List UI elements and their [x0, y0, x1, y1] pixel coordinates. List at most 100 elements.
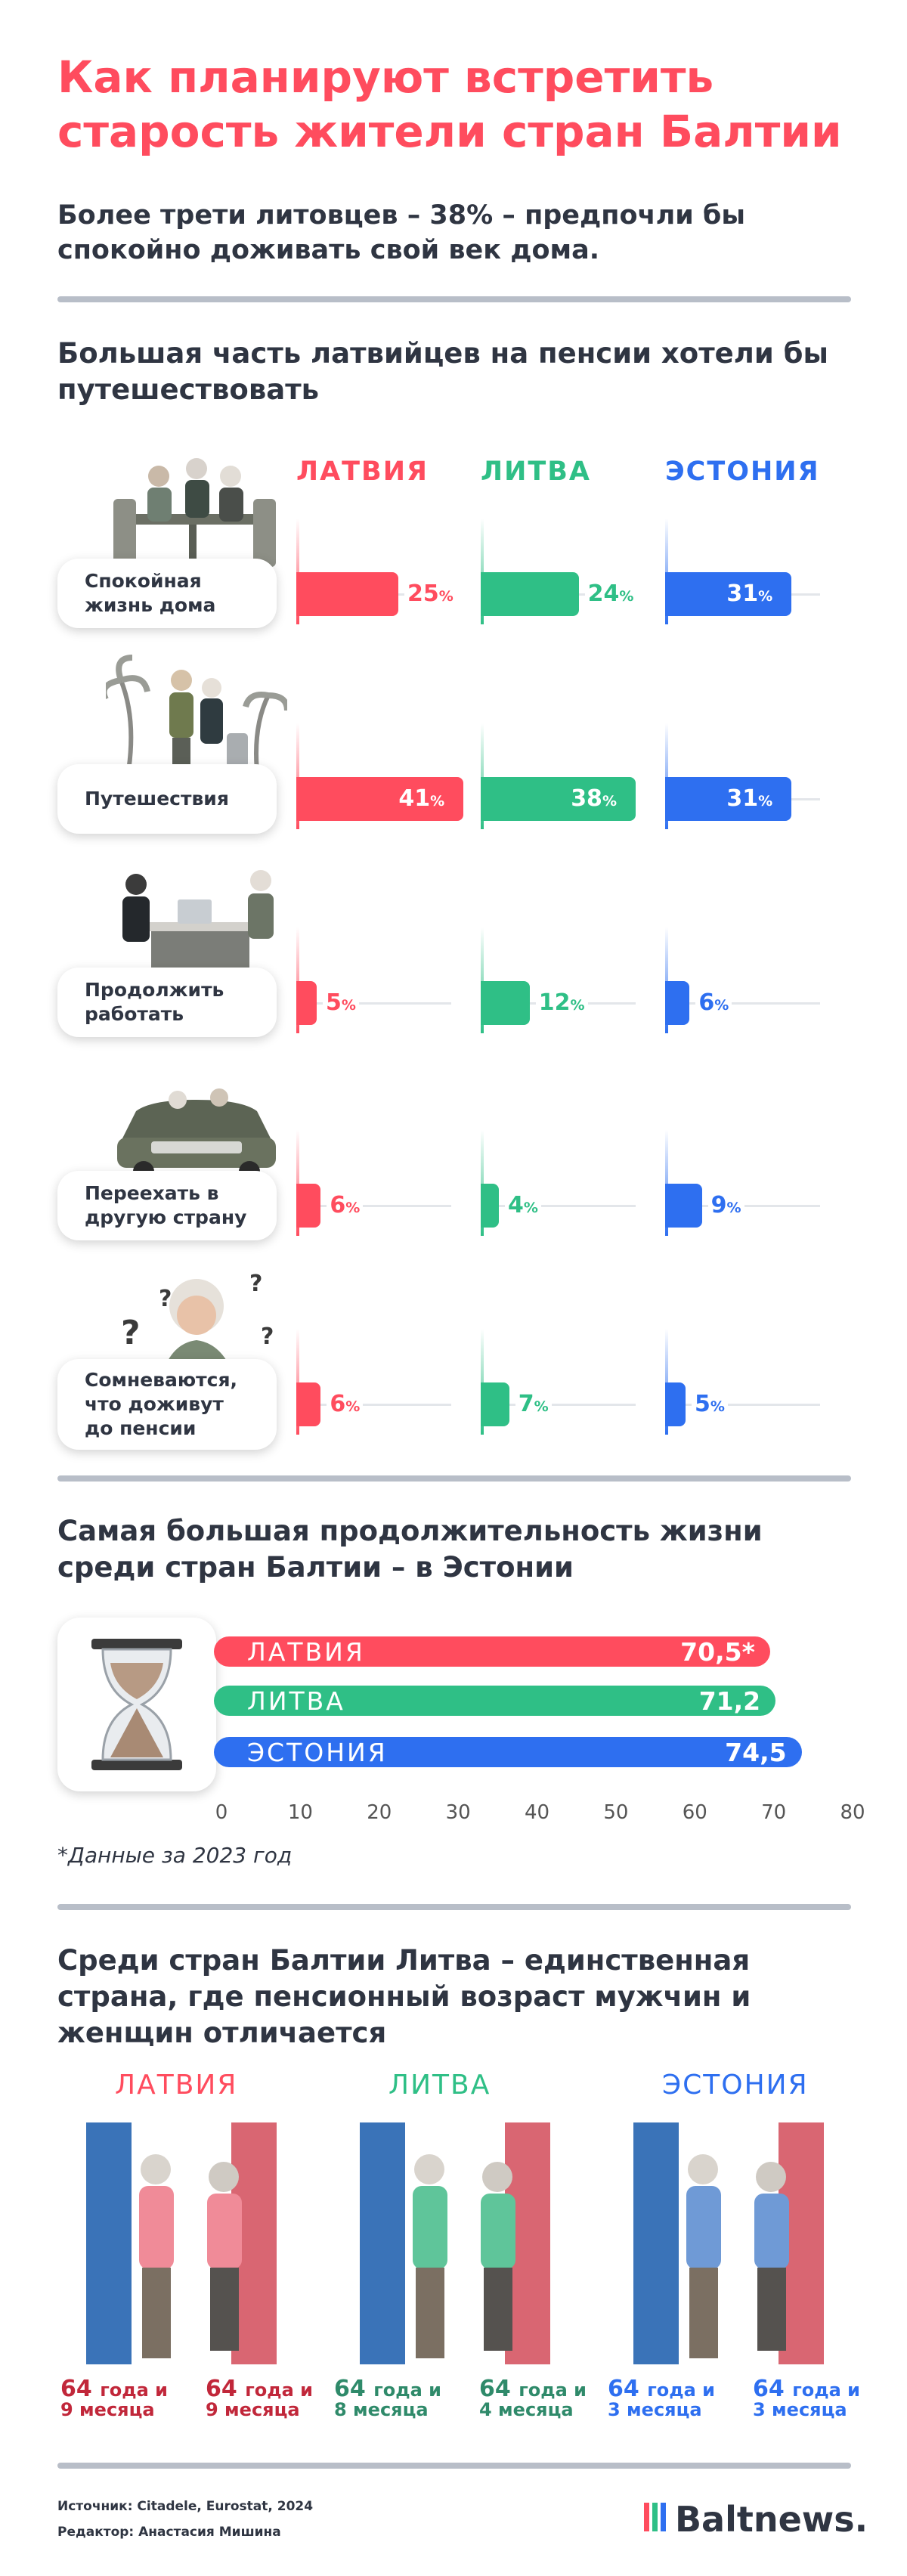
category-label-home: Спокойная жизнь дома — [57, 559, 277, 628]
axis-tick-label: 0 — [215, 1801, 228, 1824]
bar-track — [296, 1205, 451, 1207]
axis-tick-label: 70 — [761, 1801, 787, 1824]
bar-value-label: 6% — [695, 981, 732, 1027]
bar-axis-line — [665, 723, 668, 829]
female-pension-months: 3 месяца — [753, 2399, 847, 2420]
male-pension-years: 64 — [608, 2376, 648, 2402]
bar-track — [481, 1404, 636, 1406]
bar-value-label: 5% — [323, 981, 359, 1027]
bar-1-2 — [481, 981, 530, 1025]
life-bar: ЛАТВИЯ 70,5* — [214, 1636, 770, 1667]
life-bar-value: 74,5 — [725, 1737, 787, 1767]
bar-value-label: 6% — [327, 1382, 364, 1429]
bar-track — [665, 1404, 820, 1406]
bar-value-label: 12% — [535, 981, 588, 1027]
life-bar-country: ЛАТВИЯ — [247, 1636, 365, 1667]
bar-axis-line — [296, 1329, 299, 1435]
bar-2-0 — [665, 572, 792, 616]
category-label-move: Переехать в другую страну — [57, 1171, 277, 1240]
bar-axis-line — [481, 1329, 484, 1435]
male-age-column — [633, 2122, 679, 2364]
life-bar: ЛИТВА 71,2 — [214, 1686, 776, 1716]
svg-text:?: ? — [249, 1271, 262, 1297]
logo-stripes-icon — [644, 2499, 669, 2540]
bar-1-1 — [481, 777, 636, 821]
female-pension-text: года и — [792, 2379, 860, 2401]
bar-axis-line — [296, 927, 299, 1033]
bar-0-3 — [296, 1184, 321, 1228]
bar-value-label: 4% — [505, 1184, 541, 1230]
bar-0-0 — [296, 572, 398, 616]
bar-value-label: 24% — [584, 572, 637, 618]
col-header-estonia: ЭСТОНИЯ — [665, 457, 820, 487]
axis-tick-label: 60 — [682, 1801, 707, 1824]
bar-value-label: 6% — [327, 1184, 364, 1230]
separator — [57, 1475, 851, 1482]
bar-value-label: 9% — [707, 1184, 744, 1230]
male-pension-years: 64 — [334, 2376, 374, 2402]
section-title-goals: Большая часть латвийцев на пенсии хотели… — [57, 337, 828, 406]
travel-illustration — [106, 655, 287, 772]
female-pension-years: 64 — [479, 2376, 519, 2402]
male-pension-text: года и — [647, 2379, 715, 2401]
bar-0-1 — [296, 777, 464, 821]
logo-text: Baltnews. — [675, 2499, 868, 2540]
bar-2-3 — [665, 1184, 702, 1228]
male-pension-years: 64 — [60, 2376, 101, 2402]
category-label-work: Продолжить работать — [57, 968, 277, 1037]
bar-axis-line — [296, 1130, 299, 1236]
bar-axis-line — [481, 519, 484, 624]
editor-text: Редактор: Анастасия Мишина — [57, 2525, 281, 2540]
male-pension-text: года и — [373, 2379, 441, 2401]
bar-2-1 — [665, 777, 792, 821]
life-bar: ЭСТОНИЯ 74,5 — [214, 1737, 802, 1767]
bar-1-3 — [481, 1184, 499, 1228]
female-pension-months: 4 месяца — [479, 2399, 574, 2420]
hourglass-card — [57, 1618, 216, 1791]
axis-tick-label: 10 — [287, 1801, 313, 1824]
axis-tick-label: 20 — [367, 1801, 392, 1824]
page-subtitle: Более трети литовцев – 38% – предпочли б… — [57, 200, 745, 265]
category-label-travel: Путешествия — [57, 764, 277, 834]
female-pension-years: 64 — [206, 2376, 246, 2402]
page-title: Как планируют встретить старость жители … — [57, 51, 842, 157]
female-pension-text: года и — [245, 2379, 313, 2401]
svg-text:?: ? — [159, 1286, 172, 1312]
bar-value-label: 31% — [726, 581, 773, 607]
bar-1-0 — [481, 572, 579, 616]
hourglass-icon — [91, 1639, 182, 1770]
bar-track — [665, 1002, 820, 1005]
bar-axis-line — [665, 1130, 668, 1236]
separator — [57, 2463, 851, 2469]
life-bar-country: ЛИТВА — [247, 1686, 345, 1716]
axis-tick-label: 50 — [603, 1801, 629, 1824]
bar-track — [296, 1002, 451, 1005]
elderly-couple-icon — [413, 2154, 515, 2358]
bar-axis-line — [481, 927, 484, 1033]
bar-value-label: 38% — [571, 785, 617, 812]
pension-country-title: ЛИТВА — [388, 2070, 491, 2101]
female-pension-months: 9 месяца — [206, 2399, 300, 2420]
bar-value-label: 31% — [726, 785, 773, 812]
section-title-life-expectancy: Самая большая продолжительность жизни ср… — [57, 1515, 763, 1584]
axis-tick-label: 80 — [840, 1801, 865, 1824]
section-title-pension-age: Среди стран Балтии Литва – единственная … — [57, 1944, 751, 2049]
separator — [57, 296, 851, 302]
female-pension-text: года и — [519, 2379, 587, 2401]
male-pension-months: 8 месяца — [334, 2399, 429, 2420]
bar-axis-line — [296, 723, 299, 829]
elderly-couple-icon — [139, 2154, 242, 2358]
bar-0-4 — [296, 1382, 321, 1426]
bar-track — [296, 1404, 451, 1406]
bar-value-label: 7% — [515, 1382, 552, 1429]
axis-tick-label: 40 — [524, 1801, 550, 1824]
bar-2-2 — [665, 981, 690, 1025]
work-illustration — [122, 870, 274, 977]
svg-text:?: ? — [261, 1324, 274, 1350]
elderly-couple-icon — [686, 2154, 789, 2358]
